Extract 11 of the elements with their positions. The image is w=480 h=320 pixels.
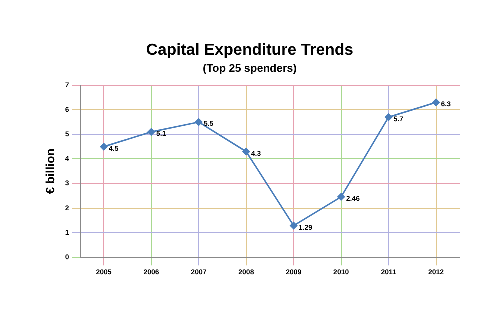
point xyxy=(432,98,440,106)
chart-title: Capital Expenditure Trends xyxy=(146,42,354,60)
y-axis-title: € billion xyxy=(44,148,58,194)
point xyxy=(385,114,393,122)
point xyxy=(338,193,346,201)
point xyxy=(148,128,156,136)
point xyxy=(290,222,298,230)
point xyxy=(195,118,203,126)
point xyxy=(242,148,250,156)
point xyxy=(100,143,108,151)
chart-subtitle: (Top 25 spenders) xyxy=(203,62,298,75)
